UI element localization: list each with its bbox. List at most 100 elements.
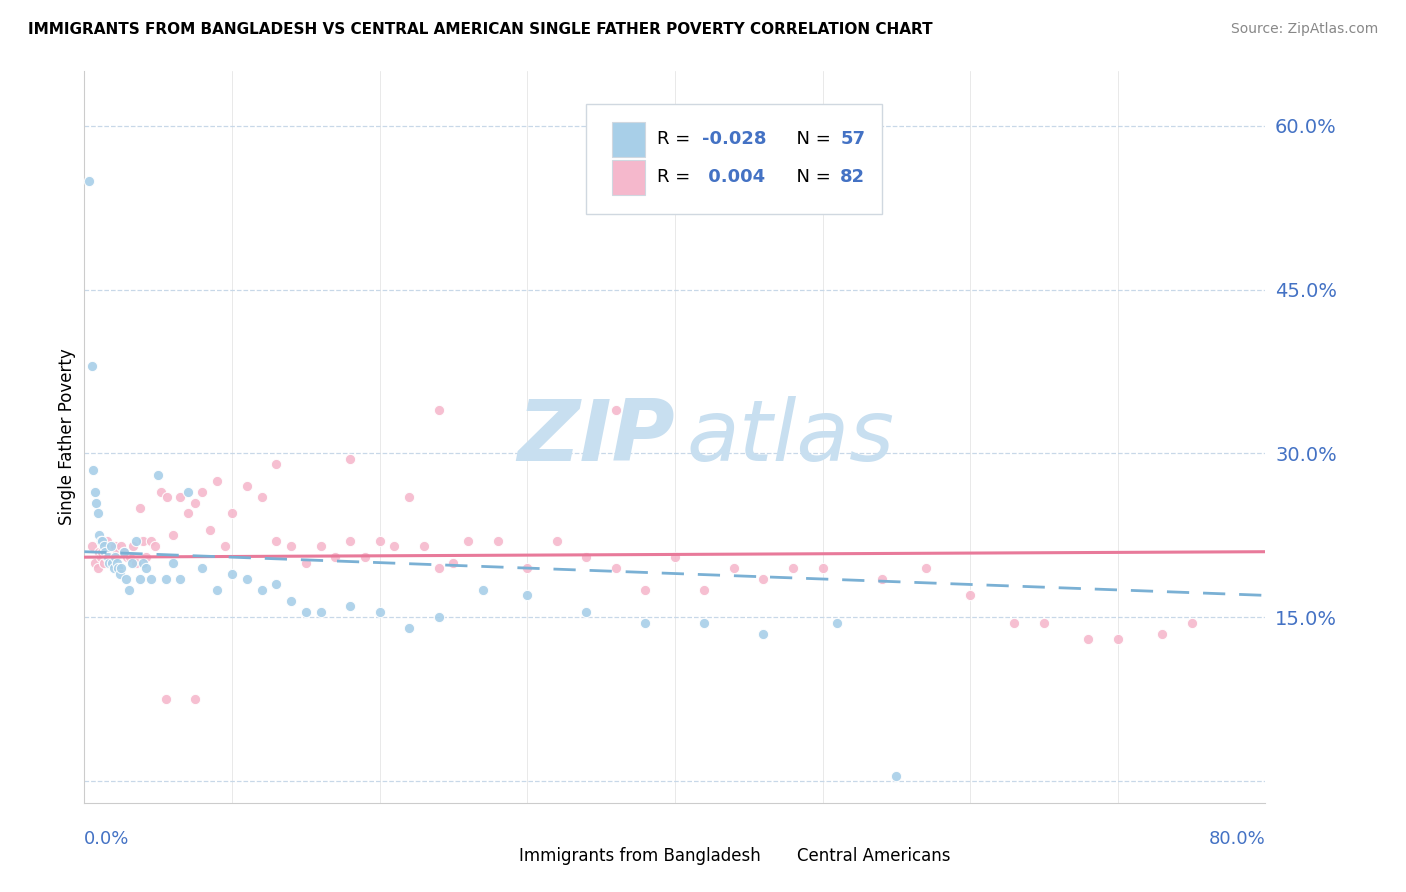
Point [1181, 615, 1204, 630]
Point [354, 550, 377, 565]
Point [427, 610, 450, 624]
Point [664, 550, 686, 565]
Point [125, 556, 148, 570]
Point [250, 582, 273, 597]
Point [104, 550, 127, 565]
Point [723, 561, 745, 575]
Text: 82: 82 [841, 169, 865, 186]
Point [915, 561, 938, 575]
Point [184, 495, 207, 509]
Point [886, 768, 908, 782]
Point [110, 561, 132, 575]
Text: -0.028: -0.028 [702, 130, 766, 148]
Point [382, 539, 406, 553]
Point [87, 545, 111, 559]
Point [120, 550, 142, 565]
Point [114, 572, 136, 586]
Point [101, 550, 124, 565]
Point [93, 539, 115, 553]
Text: N =: N = [785, 169, 837, 186]
Point [280, 594, 302, 608]
Point [139, 533, 162, 548]
Point [752, 626, 775, 640]
Point [959, 588, 981, 602]
Point [162, 556, 184, 570]
Bar [486, 843, 512, 869]
Point [398, 621, 420, 635]
Point [86, 507, 108, 521]
Point [132, 533, 155, 548]
Point [86, 561, 108, 575]
Point [457, 533, 479, 548]
Point [575, 550, 598, 565]
Point [280, 539, 302, 553]
Point [184, 692, 207, 706]
Text: R =: R = [657, 130, 696, 148]
Point [870, 572, 893, 586]
Bar [763, 843, 789, 869]
Point [87, 528, 111, 542]
Point [266, 458, 288, 472]
Point [1107, 632, 1129, 646]
Point [105, 556, 128, 570]
Point [100, 539, 122, 553]
Text: 0.004: 0.004 [702, 169, 765, 186]
Text: R =: R = [657, 169, 696, 186]
Y-axis label: Single Father Poverty: Single Father Poverty [58, 349, 76, 525]
Point [546, 533, 568, 548]
Text: Immigrants from Bangladesh: Immigrants from Bangladesh [519, 847, 761, 865]
Point [207, 474, 229, 488]
Point [135, 550, 157, 565]
Point [339, 599, 361, 614]
Point [827, 615, 849, 630]
Point [103, 539, 125, 553]
Text: Central Americans: Central Americans [797, 847, 950, 865]
Point [250, 490, 273, 504]
Point [94, 545, 117, 559]
Point [1150, 626, 1173, 640]
Point [325, 550, 347, 565]
Point [1077, 632, 1099, 646]
Point [605, 561, 627, 575]
Point [427, 402, 450, 417]
Point [96, 550, 118, 565]
Text: IMMIGRANTS FROM BANGLADESH VS CENTRAL AMERICAN SINGLE FATHER POVERTY CORRELATION: IMMIGRANTS FROM BANGLADESH VS CENTRAL AM… [28, 22, 932, 37]
Point [169, 490, 191, 504]
Point [93, 556, 115, 570]
Point [100, 556, 122, 570]
Point [103, 561, 125, 575]
Point [693, 582, 716, 597]
Point [77, 173, 100, 187]
Point [122, 539, 145, 553]
Point [80, 359, 103, 373]
Point [221, 566, 243, 581]
Point [83, 484, 105, 499]
Point [91, 533, 114, 548]
Point [112, 545, 135, 559]
Point [97, 550, 120, 565]
Text: ZIP: ZIP [517, 395, 675, 479]
Point [198, 523, 221, 537]
Point [516, 588, 538, 602]
Point [104, 539, 127, 553]
Point [1004, 615, 1026, 630]
Point [309, 539, 332, 553]
Point [155, 692, 177, 706]
Point [339, 533, 361, 548]
Point [98, 556, 121, 570]
Point [634, 582, 657, 597]
Point [91, 545, 114, 559]
FancyBboxPatch shape [586, 104, 882, 214]
Point [108, 566, 131, 581]
Point [368, 605, 391, 619]
Point [1033, 615, 1056, 630]
Point [132, 556, 155, 570]
Point [105, 545, 128, 559]
Point [443, 556, 465, 570]
Point [80, 539, 103, 553]
Point [83, 556, 105, 570]
Point [191, 484, 214, 499]
Point [118, 582, 141, 597]
Point [266, 577, 288, 591]
Point [125, 533, 148, 548]
